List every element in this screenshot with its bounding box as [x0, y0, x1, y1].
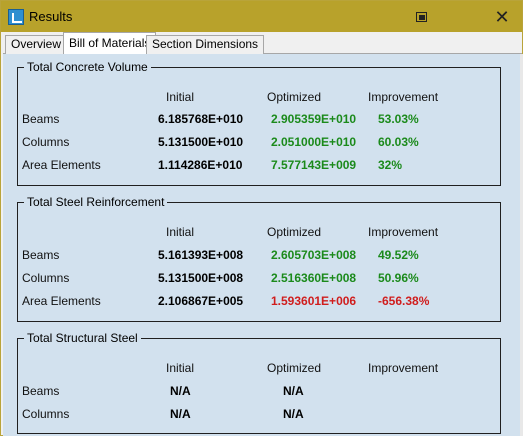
value-optimized: 2.051000E+010 [271, 135, 357, 149]
group-total-steel-reinforcement: Total Steel Reinforcement Initial Optimi… [17, 195, 501, 322]
value-improvement: 49.52% [378, 248, 419, 262]
group-title: Total Structural Steel [24, 331, 141, 345]
value-optimized: 2.605703E+008 [271, 248, 357, 262]
group-total-structural-steel: Total Structural Steel Initial Optimized… [17, 331, 501, 434]
value-initial: N/A [170, 407, 191, 421]
value-optimized: 2.905359E+010 [271, 112, 357, 126]
value-improvement: 50.96% [378, 271, 419, 285]
group-total-concrete-volume: Total Concrete Volume Initial Optimized … [17, 60, 501, 186]
row-label: Columns [22, 407, 70, 421]
restore-window-icon [416, 12, 427, 22]
window-right-edge [520, 54, 523, 436]
column-header-optimized: Optimized [267, 90, 322, 104]
value-optimized: N/A [283, 407, 304, 421]
column-header-improvement: Improvement [368, 90, 439, 104]
tab-section-dimensions[interactable]: Section Dimensions [146, 35, 265, 54]
value-improvement: 53.03% [378, 112, 419, 126]
row-label: Area Elements [22, 294, 101, 308]
value-improvement: -656.38% [378, 294, 430, 308]
column-header-optimized: Optimized [267, 361, 322, 375]
column-header-initial: Initial [166, 90, 195, 104]
value-initial: 5.131500E+010 [158, 135, 244, 149]
row-label: Area Elements [22, 158, 101, 172]
column-header-initial: Initial [166, 361, 195, 375]
value-optimized: 7.577143E+009 [271, 158, 357, 172]
value-initial: 1.114286E+010 [158, 158, 243, 172]
value-initial: N/A [170, 384, 191, 398]
value-optimized: 1.593601E+006 [271, 294, 357, 308]
value-optimized: 2.516360E+008 [271, 271, 357, 285]
close-icon: ✕ [494, 7, 510, 27]
value-initial: 5.131500E+008 [158, 271, 244, 285]
column-header-optimized: Optimized [267, 225, 322, 239]
row-label: Columns [22, 135, 70, 149]
value-improvement: 32% [378, 158, 403, 172]
row-label: Beams [22, 248, 60, 262]
results-app-icon [8, 9, 24, 25]
close-button[interactable]: ✕ [491, 7, 513, 27]
column-header-initial: Initial [166, 225, 195, 239]
value-initial: 2.106867E+005 [158, 294, 244, 308]
value-initial: 5.161393E+008 [158, 248, 244, 262]
column-header-improvement: Improvement [368, 361, 439, 375]
value-initial: 6.185768E+010 [158, 112, 244, 126]
value-improvement: 60.03% [378, 135, 419, 149]
group-title: Total Concrete Volume [24, 60, 151, 74]
tab-strip: Overview Bill of Materials Section Dimen… [3, 32, 522, 55]
group-title: Total Steel Reinforcement [24, 195, 168, 209]
bill-of-materials-panel: Total Concrete Volume Initial Optimized … [3, 54, 520, 436]
column-header-improvement: Improvement [368, 225, 439, 239]
window-title: Results [29, 9, 73, 24]
row-label: Beams [22, 112, 60, 126]
value-optimized: N/A [283, 384, 304, 398]
restore-window-button[interactable] [411, 9, 431, 25]
tab-bill-of-materials[interactable]: Bill of Materials [63, 32, 157, 55]
title-bar[interactable]: Results ✕ [1, 1, 522, 32]
tab-overview[interactable]: Overview [5, 35, 68, 54]
row-label: Beams [22, 384, 60, 398]
row-label: Columns [22, 271, 70, 285]
